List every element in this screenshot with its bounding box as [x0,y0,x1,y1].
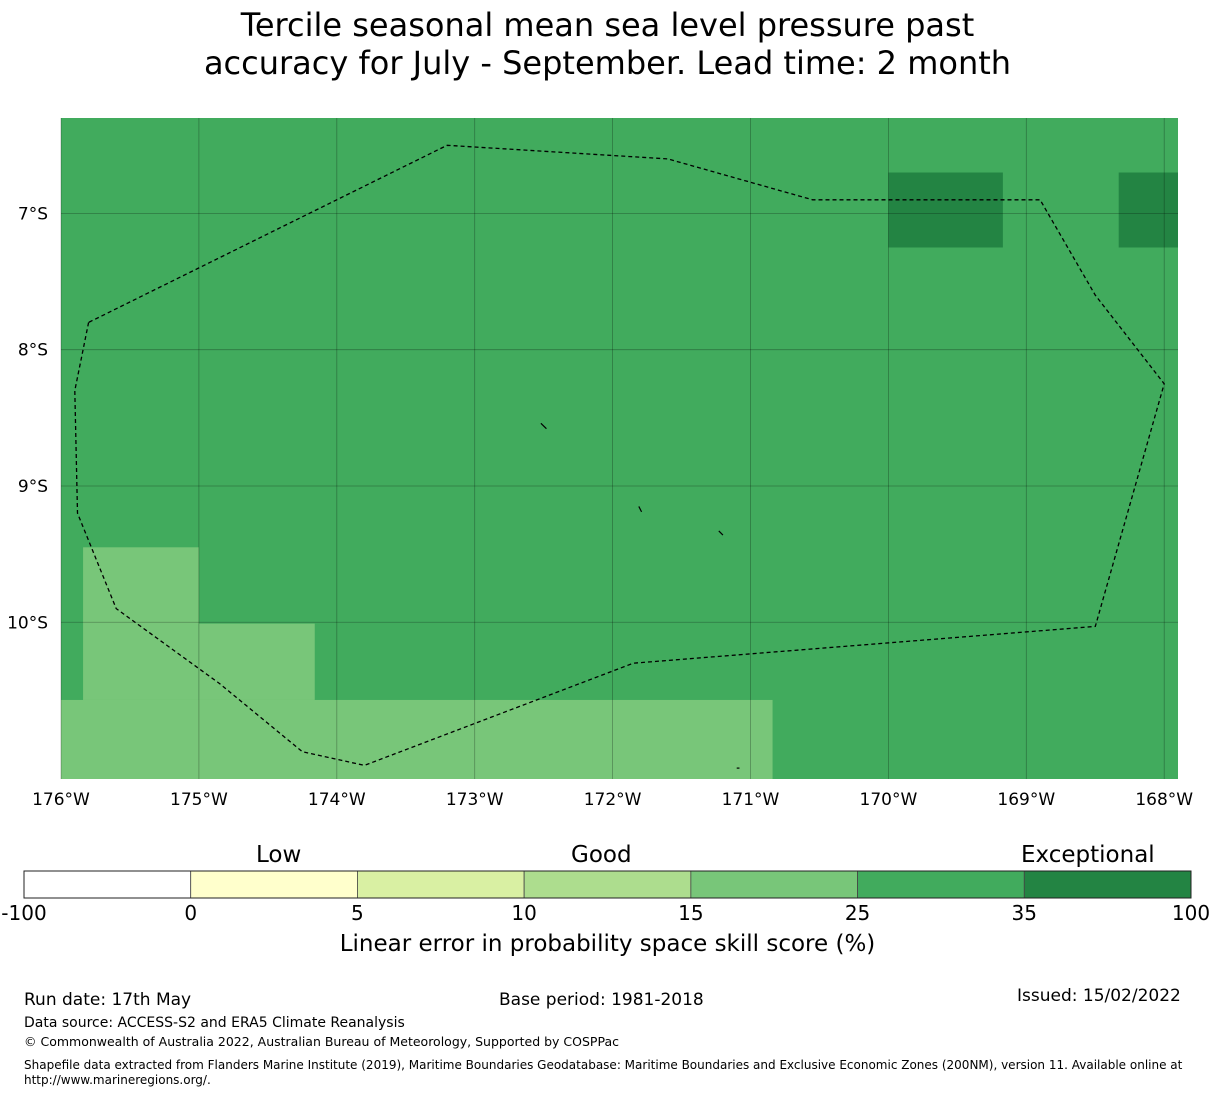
copyright: © Commonwealth of Australia 2022, Austra… [24,1034,619,1049]
longitude-tick-label: 173°W [446,790,504,810]
longitude-tick-label: 171°W [722,790,780,810]
colorbar-tick-label: -100 [1,901,47,925]
longitude-tick-label: 172°W [584,790,642,810]
axis-layer: 176°W 175°W 174°W 173°W 172°W 171°W 170°W 169°W… [7,204,1193,810]
colorbar-frame [23,870,1192,899]
colorbar-segment [1023,870,1192,899]
colorbar-label: Linear error in probability space skill … [339,931,876,957]
longitude-tick-label: 175°W [170,790,228,810]
island-coastline [638,506,643,513]
colorbar [23,870,1192,899]
island-coastline [540,422,547,430]
longitude-tick-label: 168°W [1135,790,1193,810]
issued-date: Issued: 15/02/2022 [1017,986,1181,1006]
longitude-tick-label: 169°W [997,790,1055,810]
skill-cell [61,699,773,779]
shapefile-credit: Shapefile data extracted from Flanders M… [24,1058,1183,1087]
title-line-1: Tercile seasonal mean sea level pressure… [240,6,975,44]
colorbar-segment [357,870,525,899]
latitude-tick-label: 10°S [7,613,48,633]
colorbar-segment [857,870,1025,899]
chart-title: Tercile seasonal mean sea level pressure… [0,6,1215,82]
colorbar-tick-label: 15 [678,901,704,925]
base-period: Base period: 1981-2018 [499,990,704,1010]
colorbar-tick-label: 35 [1011,901,1038,925]
run-date: Run date: 17th May [24,990,192,1010]
colorbar-tick-label: 0 [184,901,198,925]
longitude-tick-label: 174°W [308,790,366,810]
colorbar-tick-label: 100 [1171,901,1211,925]
colorbar-tick-label: 5 [351,901,364,925]
colorbar-tick-label: 25 [844,901,871,925]
latitude-tick-label: 9°S [18,477,48,497]
colorbar-segment [690,870,858,899]
colorbar-category-exceptional: Exceptional [1021,842,1155,868]
colorbar-segment [523,870,692,899]
colorbar-tick-label: 10 [511,901,537,925]
colorbar-segment [190,870,358,899]
latitude-tick-label: 7°S [18,204,48,224]
map-layer [60,118,1178,779]
eez-boundary [74,144,1165,767]
longitude-tick-label: 176°W [32,790,90,810]
colorbar-category-low: Low [256,842,302,868]
colorbar-category-good: Good [571,842,632,868]
island-coastline [718,530,724,536]
skill-cell [198,623,315,700]
skill-cell [888,172,1003,248]
latitude-tick-label: 8°S [18,341,48,361]
colorbar-segment [23,870,192,899]
skill-cell [1118,172,1178,248]
skill-cell [83,547,199,700]
title-line-2: accuracy for July - September. Lead time… [203,44,1012,82]
longitude-tick-label: 170°W [860,790,918,810]
data-source: Data source: ACCESS-S2 and ERA5 Climate … [24,1015,405,1031]
